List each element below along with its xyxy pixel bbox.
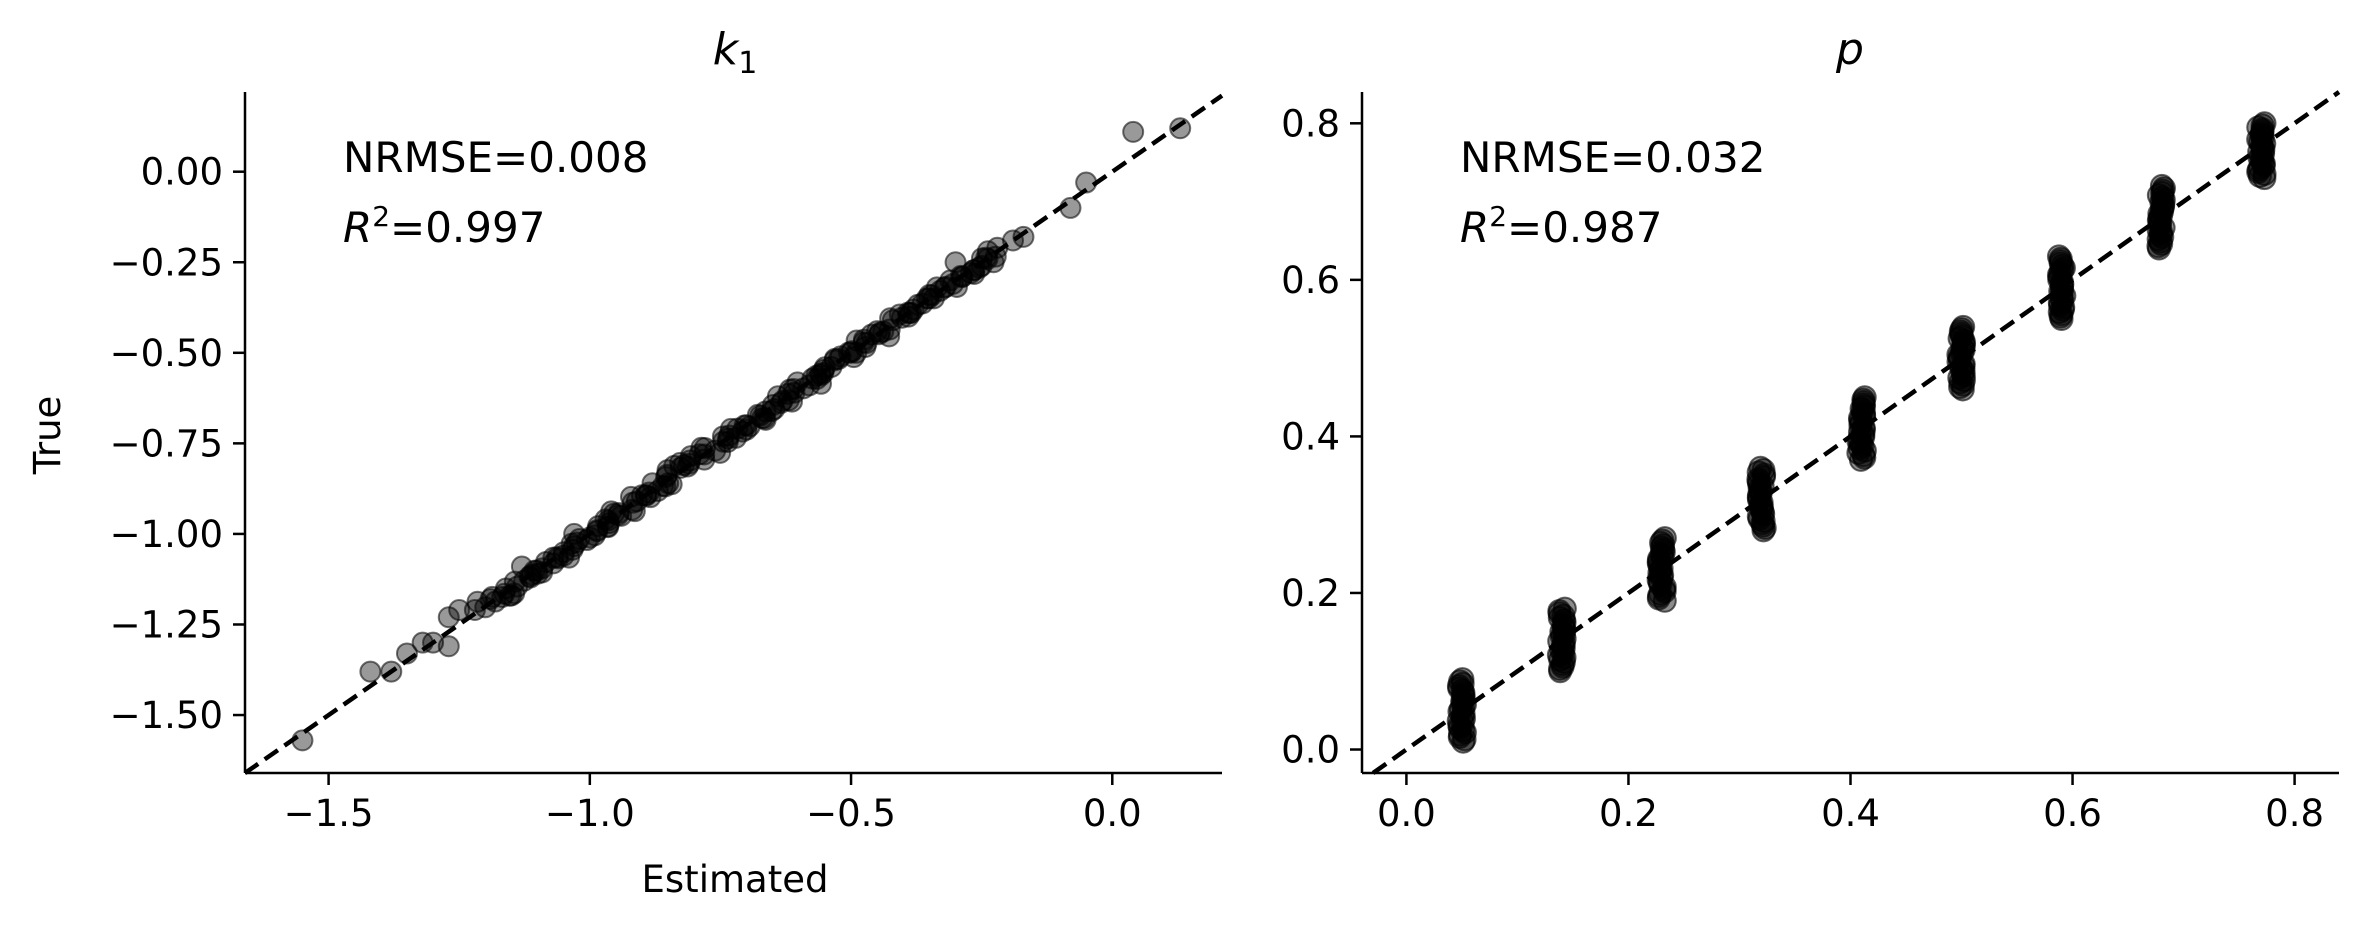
data-point: [1450, 667, 1475, 692]
y-tick-label: 0.6: [1281, 259, 1340, 302]
data-point: [2252, 111, 2277, 136]
x-tick-label: −1.5: [284, 792, 374, 835]
y-tick-label: 0.0: [1281, 729, 1340, 772]
y-tick-label: 0.2: [1281, 572, 1340, 615]
x-tick-label: −0.5: [806, 792, 896, 835]
data-point: [2149, 173, 2174, 198]
y-tick-label: −0.25: [110, 241, 223, 284]
y-tick-label: 0.8: [1281, 102, 1340, 145]
x-tick-label: 0.8: [2265, 792, 2324, 835]
r2-annotation: R2=0.987: [1460, 200, 1662, 252]
x-tick-label: 0.6: [2043, 792, 2102, 835]
x-tick-label: 0.2: [1599, 792, 1658, 835]
y-tick-label: −0.50: [110, 332, 223, 375]
panel-title: k1: [713, 24, 758, 81]
y-tick-label: 0.4: [1281, 415, 1340, 458]
data-point: [2046, 244, 2071, 269]
data-point: [1012, 225, 1035, 248]
data-point: [437, 635, 460, 658]
panel-k1: k1 NRMSE=0.008 R2=0.997 Estimated True −…: [26, 24, 1224, 901]
x-tick-label: 0.0: [1083, 792, 1142, 835]
nrmse-annotation: NRMSE=0.008: [343, 133, 648, 182]
data-point: [1552, 596, 1577, 621]
data-point: [359, 660, 382, 683]
y-tick-label: −1.00: [110, 513, 223, 556]
x-tick-label: 0.4: [1821, 792, 1880, 835]
reference-line: [1371, 90, 2341, 775]
data-point: [1852, 385, 1877, 410]
y-tick-label: −1.25: [110, 603, 223, 646]
y-axis-label: True: [26, 396, 69, 476]
y-tick-label: −0.75: [110, 422, 223, 465]
reference-line: [243, 93, 1224, 775]
x-tick-label: 0.0: [1377, 792, 1436, 835]
markers: [1446, 111, 2277, 754]
x-axis-label: Estimated: [642, 858, 829, 901]
data-point: [448, 598, 471, 621]
data-point: [1951, 314, 1976, 339]
y-tick-label: 0.00: [141, 151, 223, 194]
y-tick-label: −1.50: [110, 694, 223, 737]
r2-annotation: R2=0.997: [343, 200, 545, 252]
x-tick-label: −1.0: [545, 792, 635, 835]
data-point: [1748, 455, 1773, 480]
data-point: [1652, 526, 1677, 551]
data-point: [1122, 120, 1145, 143]
nrmse-annotation: NRMSE=0.032: [1460, 133, 1765, 182]
panel-title: p: [1835, 24, 1864, 75]
panel-p: p NRMSE=0.032 R2=0.987 0.0 0.2 0.4 0.6 0.8 0.…: [1281, 24, 2341, 835]
